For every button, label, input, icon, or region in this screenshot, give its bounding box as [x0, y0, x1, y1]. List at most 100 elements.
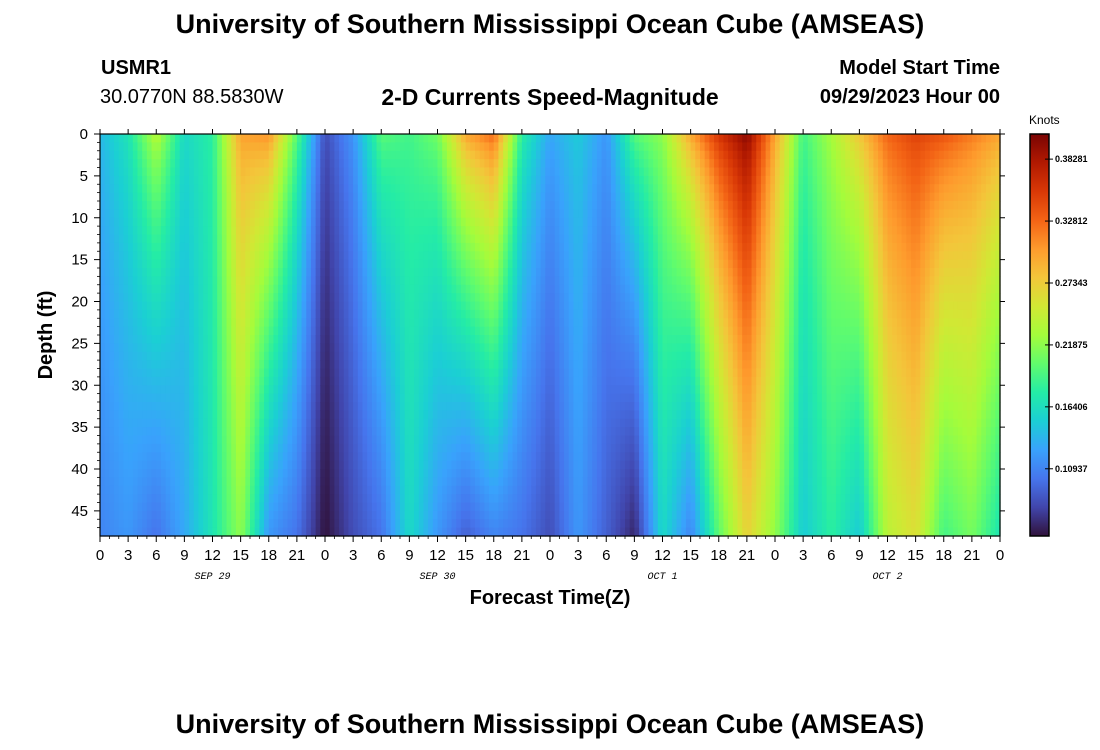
heatmap-cell	[184, 268, 190, 277]
heatmap-cell	[132, 519, 139, 529]
heatmap-cell	[287, 393, 293, 403]
heatmap-cell	[456, 293, 462, 303]
heatmap-cell	[475, 418, 481, 428]
heatmap-cell	[460, 318, 467, 328]
heatmap-cell	[390, 477, 396, 487]
heatmap-cell	[334, 150, 340, 160]
heatmap-cell	[564, 201, 570, 210]
heatmap-cell	[137, 150, 143, 160]
heatmap-cell	[198, 427, 204, 437]
heatmap-cell	[245, 309, 251, 319]
heatmap-cell	[114, 293, 120, 303]
heatmap-cell	[198, 393, 204, 403]
heatmap-cell	[259, 159, 265, 169]
heatmap-cell	[404, 184, 410, 194]
heatmap-cell	[315, 159, 321, 169]
heatmap-cell	[460, 368, 467, 378]
heatmap-cell	[179, 485, 185, 495]
heatmap-cell	[175, 150, 181, 160]
heatmap-cell	[198, 318, 204, 328]
heatmap-cell	[550, 435, 556, 445]
heatmap-cell	[446, 175, 453, 185]
heatmap-cell	[564, 368, 570, 378]
heatmap-cell	[109, 184, 115, 194]
heatmap-cell	[184, 217, 190, 227]
heatmap-cell	[221, 268, 228, 277]
heatmap-cell	[100, 368, 106, 378]
heatmap-cell	[353, 385, 359, 395]
heatmap-cell	[273, 268, 279, 277]
heatmap-cell	[114, 427, 120, 437]
heatmap-cell	[278, 393, 284, 403]
heatmap-cell	[268, 385, 275, 395]
heatmap-cell	[582, 519, 589, 529]
heatmap-cell	[517, 142, 523, 152]
heatmap-cell	[503, 217, 509, 227]
heatmap-cell	[287, 360, 293, 370]
heatmap-cell	[268, 418, 275, 428]
heatmap-cell	[409, 502, 415, 512]
heatmap-cell	[170, 301, 176, 311]
heatmap-cell	[179, 293, 185, 303]
heatmap-cell	[240, 192, 246, 202]
heatmap-cell	[250, 301, 256, 311]
heatmap-cell	[390, 268, 396, 277]
heatmap-cell	[573, 460, 579, 470]
heatmap-cell	[582, 309, 589, 319]
heatmap-cell	[315, 293, 321, 303]
heatmap-cell	[498, 477, 504, 487]
heatmap-cell	[329, 192, 335, 202]
heatmap-cell	[390, 452, 396, 462]
heatmap-cell	[179, 284, 185, 294]
heatmap-cell	[334, 142, 340, 152]
heatmap-cell	[109, 477, 115, 487]
heatmap-cell	[526, 376, 532, 386]
heatmap-cell	[325, 351, 331, 361]
heatmap-cell	[306, 167, 312, 177]
heatmap-cell	[362, 150, 368, 160]
heatmap-cell	[189, 159, 195, 169]
heatmap-cell	[367, 368, 373, 378]
heatmap-cell	[184, 301, 190, 311]
heatmap-cell	[175, 418, 181, 428]
heatmap-cell	[545, 494, 551, 504]
heatmap-cell	[264, 519, 270, 529]
heatmap-cell	[109, 402, 115, 411]
heatmap-cell	[343, 184, 350, 194]
heatmap-cell	[142, 217, 148, 227]
heatmap-cell	[568, 209, 575, 219]
heatmap-cell	[203, 192, 209, 202]
heatmap-cell	[310, 351, 317, 361]
heatmap-cell	[100, 360, 106, 370]
heatmap-cell	[371, 234, 378, 244]
heatmap-cell	[132, 376, 139, 386]
heatmap-cell	[578, 192, 584, 202]
heatmap-cell	[381, 435, 387, 445]
heatmap-cell	[479, 452, 485, 462]
heatmap-cell	[465, 519, 471, 529]
heatmap-cell	[376, 418, 382, 428]
heatmap-cell	[371, 251, 378, 261]
heatmap-cell	[179, 175, 185, 185]
heatmap-cell	[240, 142, 246, 152]
heatmap-cell	[292, 519, 298, 529]
heatmap-cell	[404, 519, 410, 529]
heatmap-cell	[160, 385, 167, 395]
heatmap-cell	[362, 184, 368, 194]
heatmap-cell	[235, 134, 242, 143]
heatmap-cell	[535, 410, 542, 420]
heatmap-cell	[292, 251, 298, 261]
heatmap-cell	[489, 452, 495, 462]
heatmap-cell	[128, 485, 134, 495]
heatmap-cell	[376, 443, 382, 453]
heatmap-cell	[123, 452, 129, 462]
heatmap-cell	[554, 150, 560, 160]
heatmap-cell	[287, 175, 293, 185]
heatmap-cell	[432, 284, 439, 294]
heatmap-cell	[278, 226, 284, 236]
heatmap-cell	[160, 318, 167, 328]
heatmap-cell	[292, 443, 298, 453]
heatmap-cell	[470, 167, 476, 177]
heatmap-cell	[287, 284, 293, 294]
heatmap-cell	[343, 519, 350, 529]
